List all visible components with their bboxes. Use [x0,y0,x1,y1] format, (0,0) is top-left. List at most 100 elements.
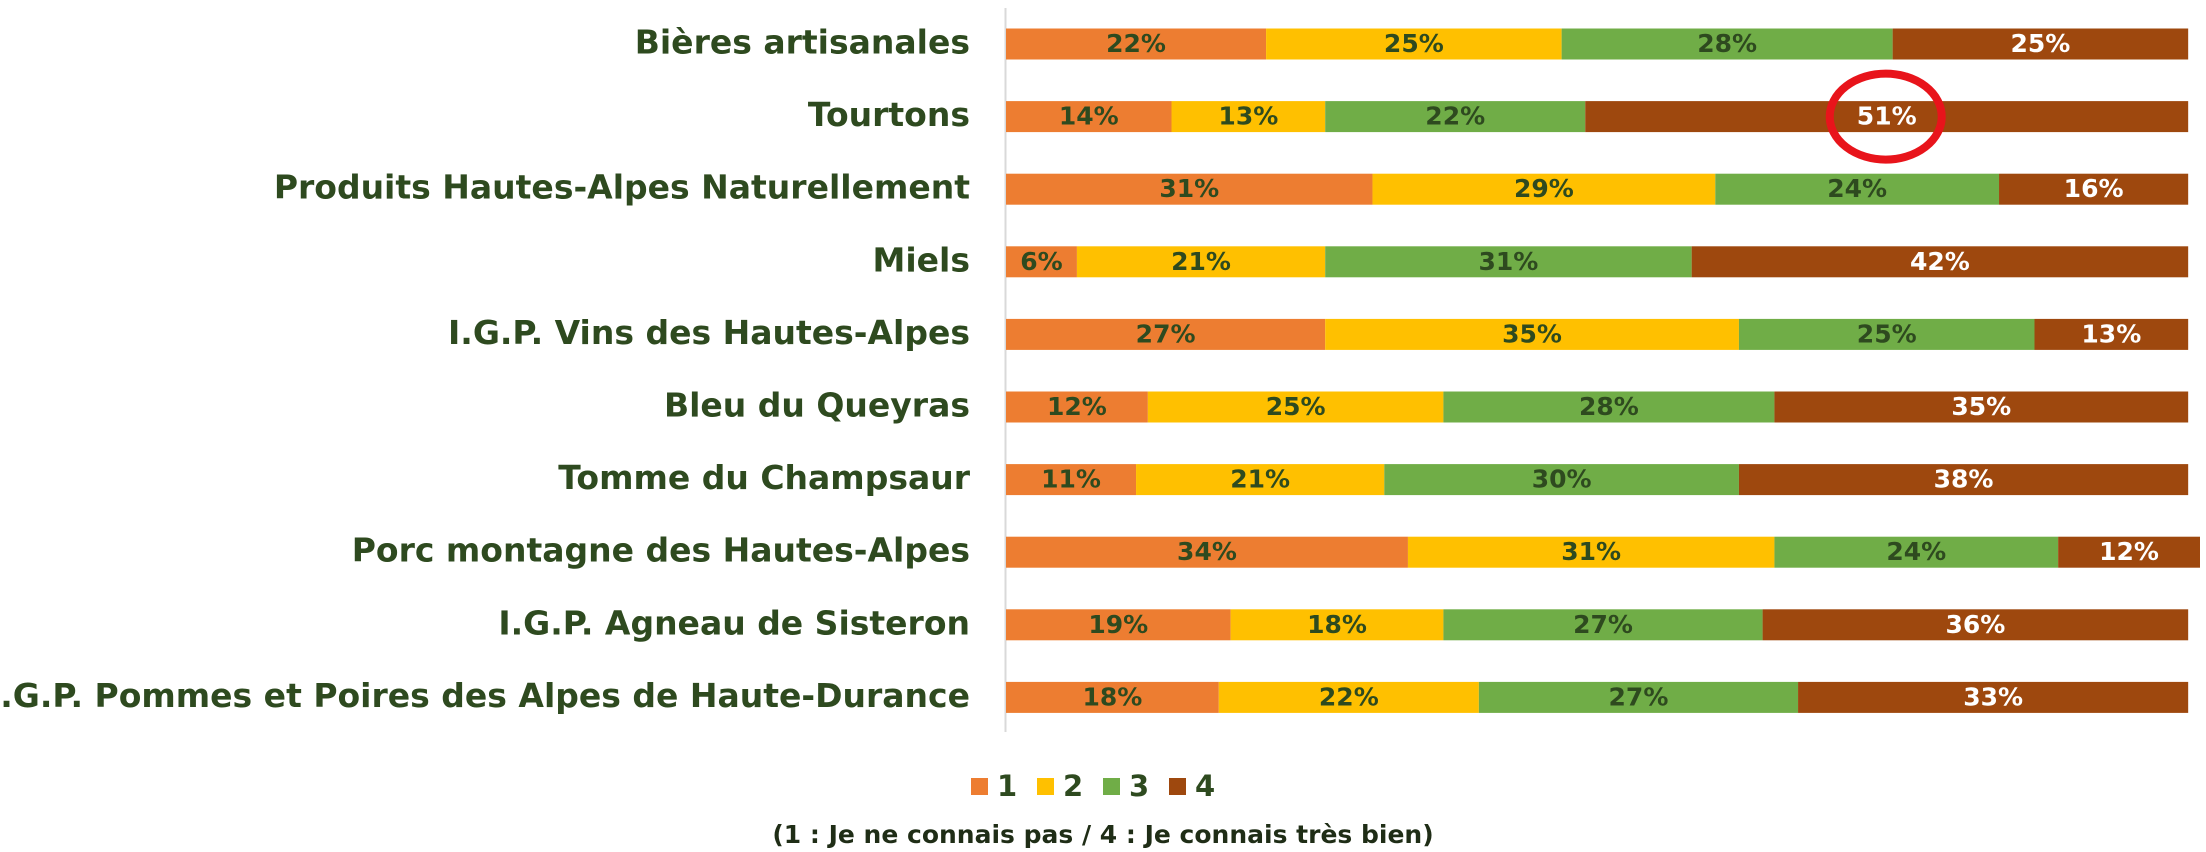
bar-segment [1006,536,1408,568]
value-label: 28% [1697,29,1757,58]
bar-segment [1774,391,2189,423]
bar-segment [1136,464,1385,496]
value-label: 22% [1425,102,1485,131]
bar-segment [1443,609,1763,641]
bar-segment [1076,246,1326,278]
value-label: 27% [1136,319,1196,348]
category-label: I.G.P. Pommes et Poires des Alpes de Hau… [0,676,970,715]
bar-segment [1798,681,2189,713]
bar-segment [1230,609,1444,641]
bar-segment [1218,681,1479,713]
bar-segment [1774,536,2059,568]
value-label: 42% [1910,247,1970,276]
value-label: 19% [1088,610,1148,639]
bar-segment [1443,391,1775,423]
legend-label: 4 [1195,769,1215,803]
value-label: 27% [1609,682,1669,711]
value-label: 31% [1159,174,1219,203]
value-label: 13% [1218,102,1278,131]
value-label: 13% [2081,319,2141,348]
value-label: 12% [2099,537,2159,566]
bar-segment [1372,173,1716,205]
bar-segment [1478,681,1799,713]
bar-segment [1738,464,2189,496]
value-label: 33% [1963,682,2023,711]
bar-segment [1006,609,1231,641]
value-label: 25% [1384,29,1444,58]
bar-segment [1006,101,1172,133]
value-label: 6% [1020,247,1062,276]
bar-segment [1691,246,2189,278]
value-label: 36% [1945,610,2005,639]
bar-segment [1325,318,1739,350]
value-label: 21% [1230,465,1290,494]
category-label: Bleu du Queyras [664,386,970,425]
value-label: 25% [1266,392,1326,421]
legend-swatch [1103,778,1120,795]
category-label: I.G.P. Agneau de Sisteron [498,603,970,642]
category-label: Tourtons [808,95,970,134]
category-label: Tomme du Champsaur [558,458,970,497]
legend-label: 2 [1063,769,1083,803]
category-label: Produits Hautes-Alpes Naturellement [274,168,970,207]
legend-swatch [971,778,988,795]
bar-segment [1006,318,1326,350]
value-label: 38% [1934,465,1994,494]
value-label: 16% [2064,174,2124,203]
bar-segment [1999,173,2189,205]
bar-segment [1384,464,1739,496]
value-label: 12% [1047,392,1107,421]
value-label: 25% [2010,29,2070,58]
category-label: Miels [873,240,971,279]
category-label: Bières artisanales [635,23,970,62]
bar-segment [1006,28,1267,60]
value-label: 25% [1857,319,1917,348]
legend-label: 1 [997,769,1017,803]
value-label: 18% [1307,610,1367,639]
category-label: I.G.P. Vins des Hautes-Alpes [448,313,970,352]
value-label: 14% [1059,102,1119,131]
value-label: 27% [1573,610,1633,639]
bar-segment [1407,536,1775,568]
bar-segment [1762,609,2189,641]
value-label: 22% [1319,682,1379,711]
value-label: 31% [1561,537,1621,566]
value-label: 22% [1106,29,1166,58]
category-label: Porc montagne des Hautes-Alpes [352,531,970,570]
value-label: 28% [1579,392,1639,421]
value-label: 34% [1177,537,1237,566]
bar-segment [1325,246,1692,278]
bar-segment [1147,391,1444,423]
value-label: 21% [1171,247,1231,276]
bar-segment [1715,173,2000,205]
bar-segment [2034,318,2189,350]
highlight-circle [1825,69,1946,164]
bar-segment [1561,28,1893,60]
legend-label: 3 [1129,769,1149,803]
value-label: 30% [1532,465,1592,494]
bar-segment [2058,536,2200,568]
value-label: 18% [1082,682,1142,711]
bar-segment [1006,246,1077,278]
value-label: 24% [1827,174,1887,203]
bar-segment [1006,391,1148,423]
bar-segment [1171,101,1326,133]
bar-segment [1006,173,1373,205]
value-label: 11% [1041,465,1101,494]
bar-segment [1892,28,2189,60]
legend-swatch [1037,778,1054,795]
annotation: (1 : Je ne connais pas / 4 : Je connais … [772,820,1433,849]
bar-segment [1325,101,1586,133]
value-label: 29% [1514,174,1574,203]
bar-segment [1266,28,1562,60]
value-label: 31% [1479,247,1539,276]
legend-swatch [1169,778,1186,795]
bar-segment [1006,681,1219,713]
value-label: 24% [1886,537,1946,566]
value-label: 35% [1951,392,2011,421]
bar-segment [1738,318,2035,350]
value-label: 35% [1502,319,1562,348]
bar-segment [1585,101,2189,133]
value-label: 51% [1857,102,1917,131]
